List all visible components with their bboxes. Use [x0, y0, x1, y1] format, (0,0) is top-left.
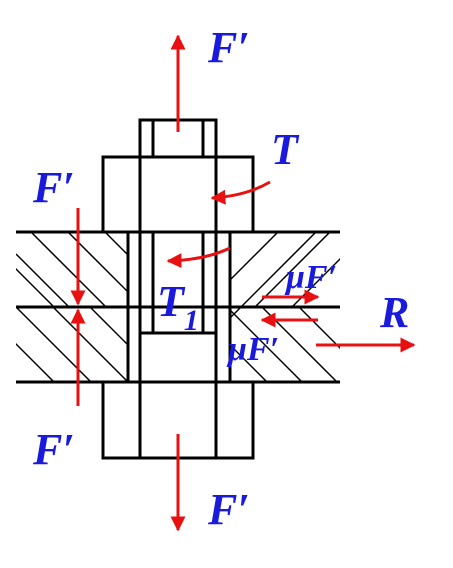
label-f-bottom: F′ [207, 485, 250, 534]
label-f-top: F′ [207, 23, 250, 72]
torque-arrow-nut [212, 182, 270, 198]
label-t1-main: T [157, 277, 186, 326]
label-t-nut: T [271, 125, 300, 174]
torque-arrow-shank [168, 248, 230, 261]
label-f-left-upper: F′ [32, 163, 75, 212]
label-f-left-lower: F′ [32, 425, 75, 474]
label-mu-f-upper: μF′ [284, 259, 337, 296]
label-mu-f-lower: μF′ [226, 331, 279, 368]
label-t1-subscript: 1 [184, 304, 199, 337]
label-t1: T1 [157, 277, 199, 337]
label-r: R [379, 288, 409, 337]
